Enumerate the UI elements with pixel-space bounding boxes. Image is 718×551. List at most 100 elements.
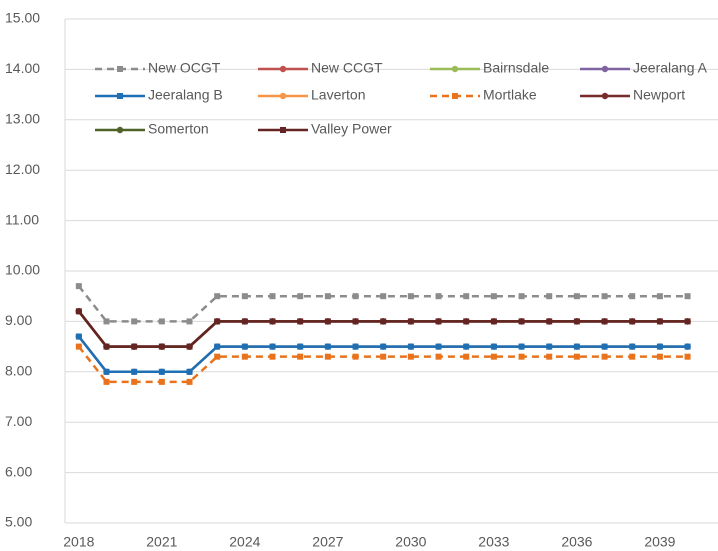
marker (518, 353, 525, 360)
marker (131, 368, 138, 375)
marker (490, 318, 497, 325)
marker (352, 343, 359, 350)
series (75, 333, 691, 375)
marker (490, 353, 497, 360)
x-tick-label: 2039 (644, 534, 675, 550)
legend: New OCGT New CCGT Bairnsdale Jeeralang A Jee… (95, 60, 708, 137)
y-tick-label: 10.00 (5, 262, 40, 278)
marker (463, 293, 470, 300)
marker (214, 293, 221, 300)
marker (75, 343, 82, 350)
marker (214, 318, 221, 325)
marker (463, 318, 470, 325)
series (75, 343, 691, 385)
marker (380, 343, 387, 350)
legend-marker (117, 93, 123, 99)
marker (380, 293, 387, 300)
line (77, 345, 688, 384)
y-tick-label: 7.00 (5, 413, 32, 429)
marker (158, 318, 165, 325)
marker (463, 353, 470, 360)
marker (269, 343, 276, 350)
marker (186, 318, 193, 325)
marker (407, 293, 414, 300)
marker (656, 293, 663, 300)
marker (601, 293, 608, 300)
line (77, 310, 688, 348)
legend-marker (116, 126, 124, 134)
x-tick-label: 2036 (561, 534, 592, 550)
marker (684, 318, 691, 325)
marker (435, 293, 442, 300)
y-tick-label: 5.00 (5, 514, 32, 530)
marker (297, 293, 304, 300)
marker (380, 353, 387, 360)
marker (158, 343, 165, 350)
marker (463, 343, 470, 350)
marker (656, 343, 663, 350)
legend-marker (601, 65, 609, 73)
marker (601, 318, 608, 325)
y-tick-label: 11.00 (5, 211, 39, 227)
marker (380, 318, 387, 325)
legend-label: Jeeralang A (633, 60, 708, 76)
marker (684, 343, 691, 350)
marker (573, 353, 580, 360)
marker (103, 378, 110, 385)
marker (546, 293, 553, 300)
marker (629, 293, 636, 300)
marker (103, 343, 110, 350)
marker (573, 343, 580, 350)
marker (407, 343, 414, 350)
marker (324, 353, 331, 360)
series (75, 308, 691, 350)
y-tick-label: 8.00 (5, 363, 32, 379)
marker (684, 353, 691, 360)
legend-label: New CCGT (311, 60, 383, 76)
marker (103, 318, 110, 325)
marker (103, 368, 110, 375)
x-tick-label: 2027 (312, 534, 343, 550)
marker (269, 318, 276, 325)
y-tick-label: 12.00 (5, 161, 40, 177)
legend-label: Laverton (311, 87, 365, 103)
marker (241, 353, 248, 360)
line (77, 310, 688, 348)
legend-label: Bairnsdale (483, 60, 549, 76)
x-tick-label: 2033 (478, 534, 509, 550)
line (77, 310, 688, 348)
marker (601, 343, 608, 350)
legend-label: New OCGT (148, 60, 221, 76)
marker (629, 318, 636, 325)
marker (214, 343, 221, 350)
marker (546, 343, 553, 350)
legend-marker (452, 93, 458, 99)
marker (656, 318, 663, 325)
line (77, 310, 688, 348)
marker (324, 343, 331, 350)
marker (297, 318, 304, 325)
legend-marker (279, 65, 287, 73)
series (75, 283, 691, 325)
marker (407, 318, 414, 325)
legend-label: Mortlake (483, 87, 537, 103)
legend-label: Jeeralang B (148, 87, 223, 103)
marker (241, 293, 248, 300)
marker (656, 353, 663, 360)
x-tick-label: 2021 (146, 534, 177, 550)
marker (573, 318, 580, 325)
marker (518, 318, 525, 325)
marker (601, 353, 608, 360)
y-tick-label: 9.00 (5, 312, 32, 328)
marker (269, 353, 276, 360)
marker (131, 318, 138, 325)
marker (352, 353, 359, 360)
legend-label: Newport (633, 87, 685, 103)
legend-marker (451, 65, 459, 73)
y-tick-label: 6.00 (5, 463, 32, 479)
legend-marker (601, 92, 609, 100)
marker (490, 293, 497, 300)
legend-marker (280, 127, 286, 133)
marker (435, 343, 442, 350)
marker (241, 343, 248, 350)
